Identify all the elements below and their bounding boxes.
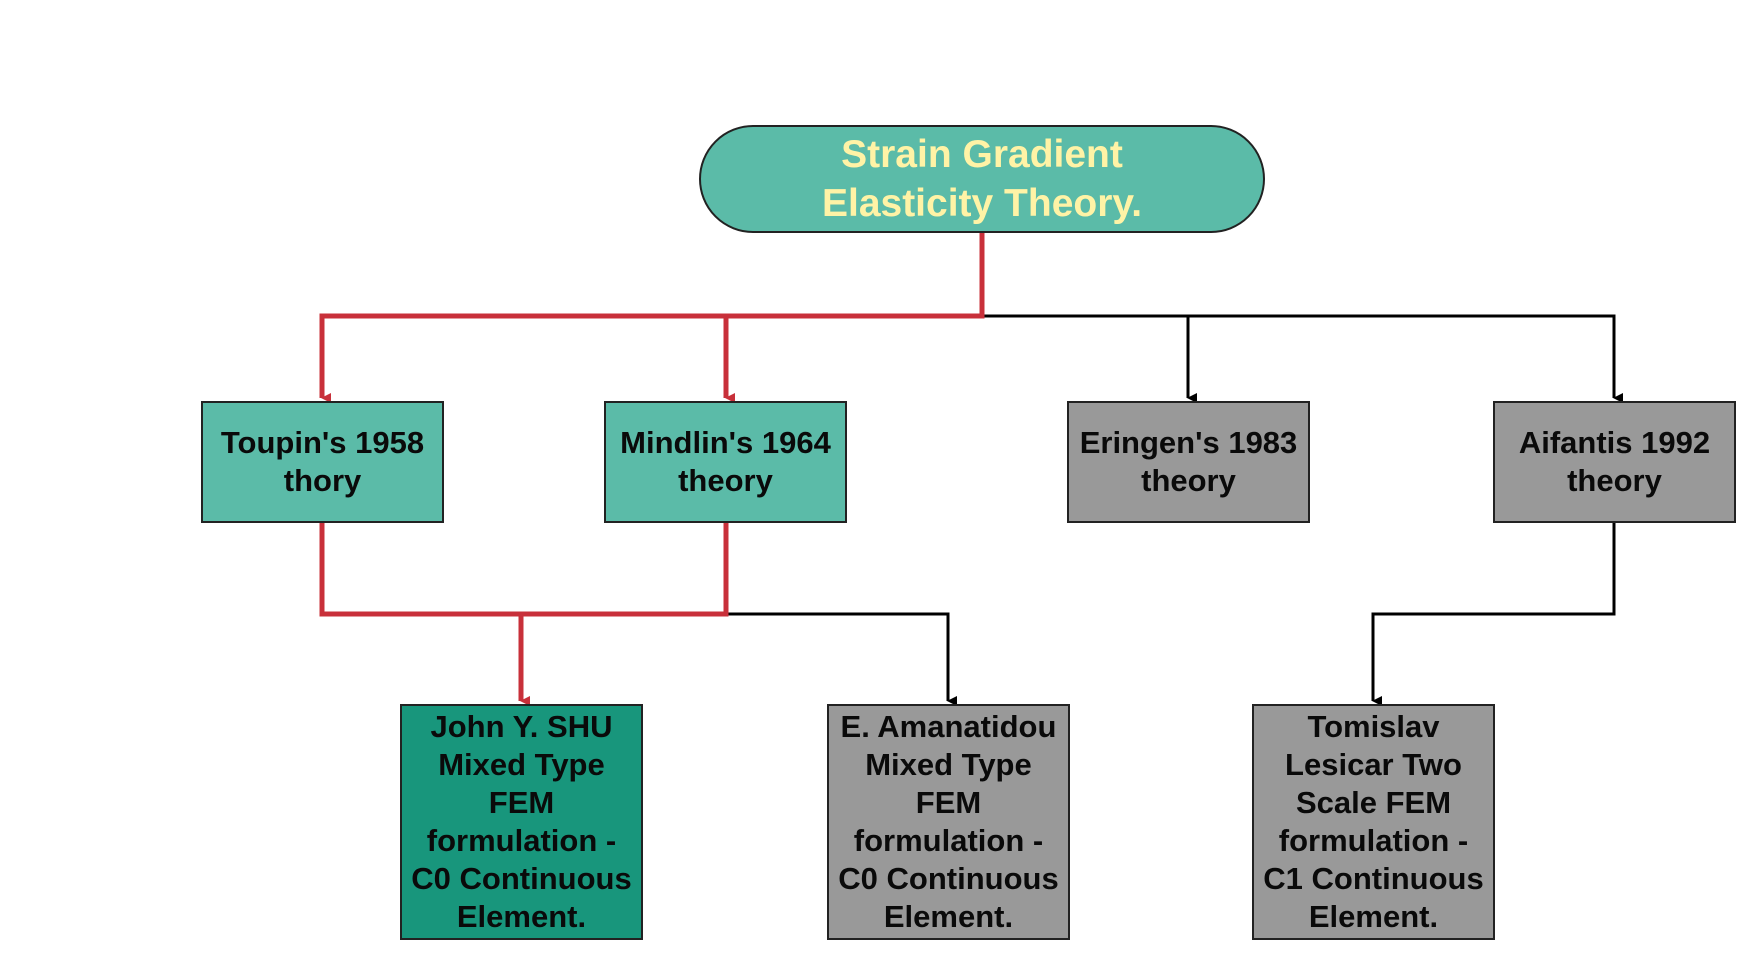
node-label-line: C0 Continuous [411, 861, 632, 896]
node-label-line: C0 Continuous [838, 861, 1059, 896]
node-label-line: Aifantis 1992 [1518, 425, 1711, 460]
node-label-line: FEM [915, 785, 982, 820]
node-label-line: Element. [456, 899, 587, 934]
node-label-line: Tomislav [1307, 709, 1440, 744]
connector-root-aifantis [1188, 314, 1623, 403]
node-aifantis-theory: Aifantis 1992 theory [1493, 401, 1736, 523]
node-label-line: Element. [883, 899, 1014, 934]
node-label-line: thory [283, 463, 362, 498]
node-label-line: Toupin's 1958 [220, 425, 425, 460]
connector-mindlin-amanatidou [726, 612, 957, 706]
node-label-line: E. Amanatidou [840, 709, 1057, 744]
connector-toupin-shu [319, 523, 729, 617]
node-label-line: formulation - [426, 823, 617, 858]
node-label-line: theory [1567, 463, 1662, 498]
node-label-line: theory [1141, 463, 1236, 498]
node-label-line: Lesicar Two [1285, 747, 1462, 782]
node-label-line: John Y. SHU [430, 709, 613, 744]
node-toupin-theory: Toupin's 1958 thory [201, 401, 444, 523]
node-lesicar-formulation: Tomislav Lesicar Two Scale FEM formulati… [1252, 704, 1495, 940]
connector-root-eringen [982, 314, 1197, 403]
connector-root-toupin [319, 233, 985, 403]
root-label-line1: Strain Gradient [841, 133, 1123, 176]
node-label-line: Scale FEM [1295, 785, 1452, 820]
node-eringen-theory: Eringen's 1983 theory [1067, 401, 1310, 523]
node-label-line: formulation - [853, 823, 1044, 858]
node-shu-formulation: John Y. SHU Mixed Type FEM formulation -… [400, 704, 643, 940]
node-label-line: theory [678, 463, 773, 498]
node-label-line: Mindlin's 1964 [620, 425, 831, 460]
node-label-line: Eringen's 1983 [1079, 425, 1298, 460]
node-label-line: C1 Continuous [1263, 861, 1484, 896]
node-label-line: FEM [488, 785, 555, 820]
node-mindlin-theory: Mindlin's 1964 theory [604, 401, 847, 523]
root-label-line2: Elasticity Theory. [821, 182, 1143, 225]
root-node: Strain Gradient Elasticity Theory. [699, 125, 1265, 233]
node-label-line: formulation - [1278, 823, 1469, 858]
node-label-line: Mixed Type [438, 747, 605, 782]
node-amanatidou-formulation: E. Amanatidou Mixed Type FEM formulation… [827, 704, 1070, 940]
node-label-line: Element. [1308, 899, 1439, 934]
connector-aifantis-lesicar [1371, 523, 1616, 706]
node-label-line: Mixed Type [865, 747, 1032, 782]
